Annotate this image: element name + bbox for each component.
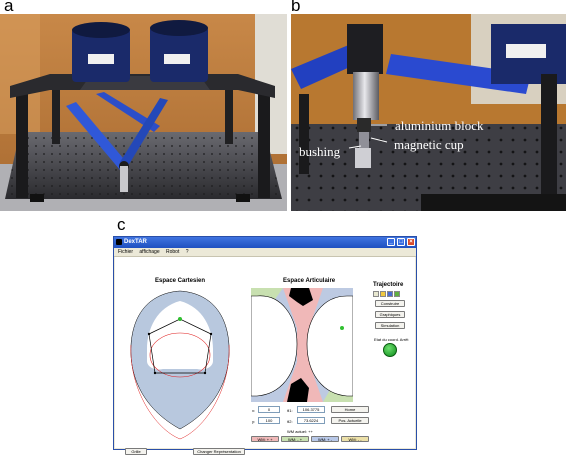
x-field[interactable]: 0 bbox=[258, 406, 280, 413]
open-folder-icon[interactable] bbox=[380, 291, 386, 297]
power-icon[interactable] bbox=[383, 343, 397, 357]
maximize-icon[interactable]: □ bbox=[397, 238, 405, 246]
cartesian-workspace-plot[interactable] bbox=[125, 289, 235, 441]
simulation-button[interactable]: Simulation bbox=[375, 322, 405, 329]
menu-bar: Fichier affichage Robot ? bbox=[114, 248, 416, 257]
mode-pm-button[interactable]: WM: + - bbox=[311, 436, 339, 442]
mode-mp-button[interactable]: WM: - + bbox=[281, 436, 309, 442]
window-title: DexTAR bbox=[124, 239, 147, 245]
menu-affichage[interactable]: affichage bbox=[139, 249, 160, 255]
theta1-field[interactable]: 106.3775 bbox=[297, 406, 325, 413]
menu-help[interactable]: ? bbox=[185, 249, 189, 255]
title-bar: DexTAR _ □ × bbox=[114, 237, 416, 248]
working-mode-label: WM actuel: ++ bbox=[287, 429, 313, 434]
robot-photo bbox=[0, 14, 287, 211]
panel-letter-c: c bbox=[117, 215, 126, 234]
status-label: Etat du coord. Arrêt bbox=[374, 337, 409, 342]
graphiques-button[interactable]: Graphiques bbox=[375, 311, 405, 318]
mode-mm-button[interactable]: WM: - - bbox=[341, 436, 369, 442]
y-field[interactable]: 100 bbox=[258, 417, 280, 424]
save-icon[interactable] bbox=[387, 291, 393, 297]
play-icon[interactable] bbox=[394, 291, 400, 297]
client-area: Espace Cartesien Grille Changer Représen… bbox=[115, 257, 415, 455]
pos-actuelle-button[interactable]: Pos. Actuelle bbox=[331, 417, 369, 424]
menu-fichier[interactable]: Fichier bbox=[118, 249, 134, 255]
y-label: y: bbox=[252, 419, 256, 424]
theta2-label: θ2: bbox=[287, 419, 293, 424]
x-label: x: bbox=[252, 408, 256, 413]
mode-pp-button[interactable]: WM: + + bbox=[251, 436, 279, 442]
menu-robot[interactable]: Robot bbox=[166, 249, 180, 255]
closeup-photo bbox=[291, 14, 566, 211]
home-button[interactable]: Home bbox=[331, 406, 369, 413]
articular-space-plot[interactable] bbox=[251, 288, 353, 402]
minimize-icon[interactable]: _ bbox=[387, 238, 395, 246]
app-window: DexTAR _ □ × Fichier affichage Robot ? E… bbox=[113, 236, 417, 455]
articular-title: Espace Articulaire bbox=[283, 278, 336, 284]
construire-button[interactable]: Construire bbox=[375, 300, 405, 307]
callout-magnetic-cup: magnetic cup bbox=[394, 137, 464, 152]
theta2-field[interactable]: 73.6224 bbox=[297, 417, 325, 424]
cartesian-title: Espace Cartesien bbox=[155, 278, 206, 284]
trajectory-title: Trajectoire bbox=[373, 282, 404, 288]
theta1-label: θ1: bbox=[287, 408, 293, 413]
new-file-icon[interactable] bbox=[373, 291, 379, 297]
app-icon bbox=[116, 239, 122, 245]
panel-letter-b: b bbox=[291, 0, 301, 15]
callout-aluminium-block: aluminium block bbox=[395, 118, 484, 133]
callout-bushing: bushing bbox=[299, 144, 341, 159]
panel-letter-a: a bbox=[4, 0, 14, 15]
close-icon[interactable]: × bbox=[407, 238, 415, 246]
